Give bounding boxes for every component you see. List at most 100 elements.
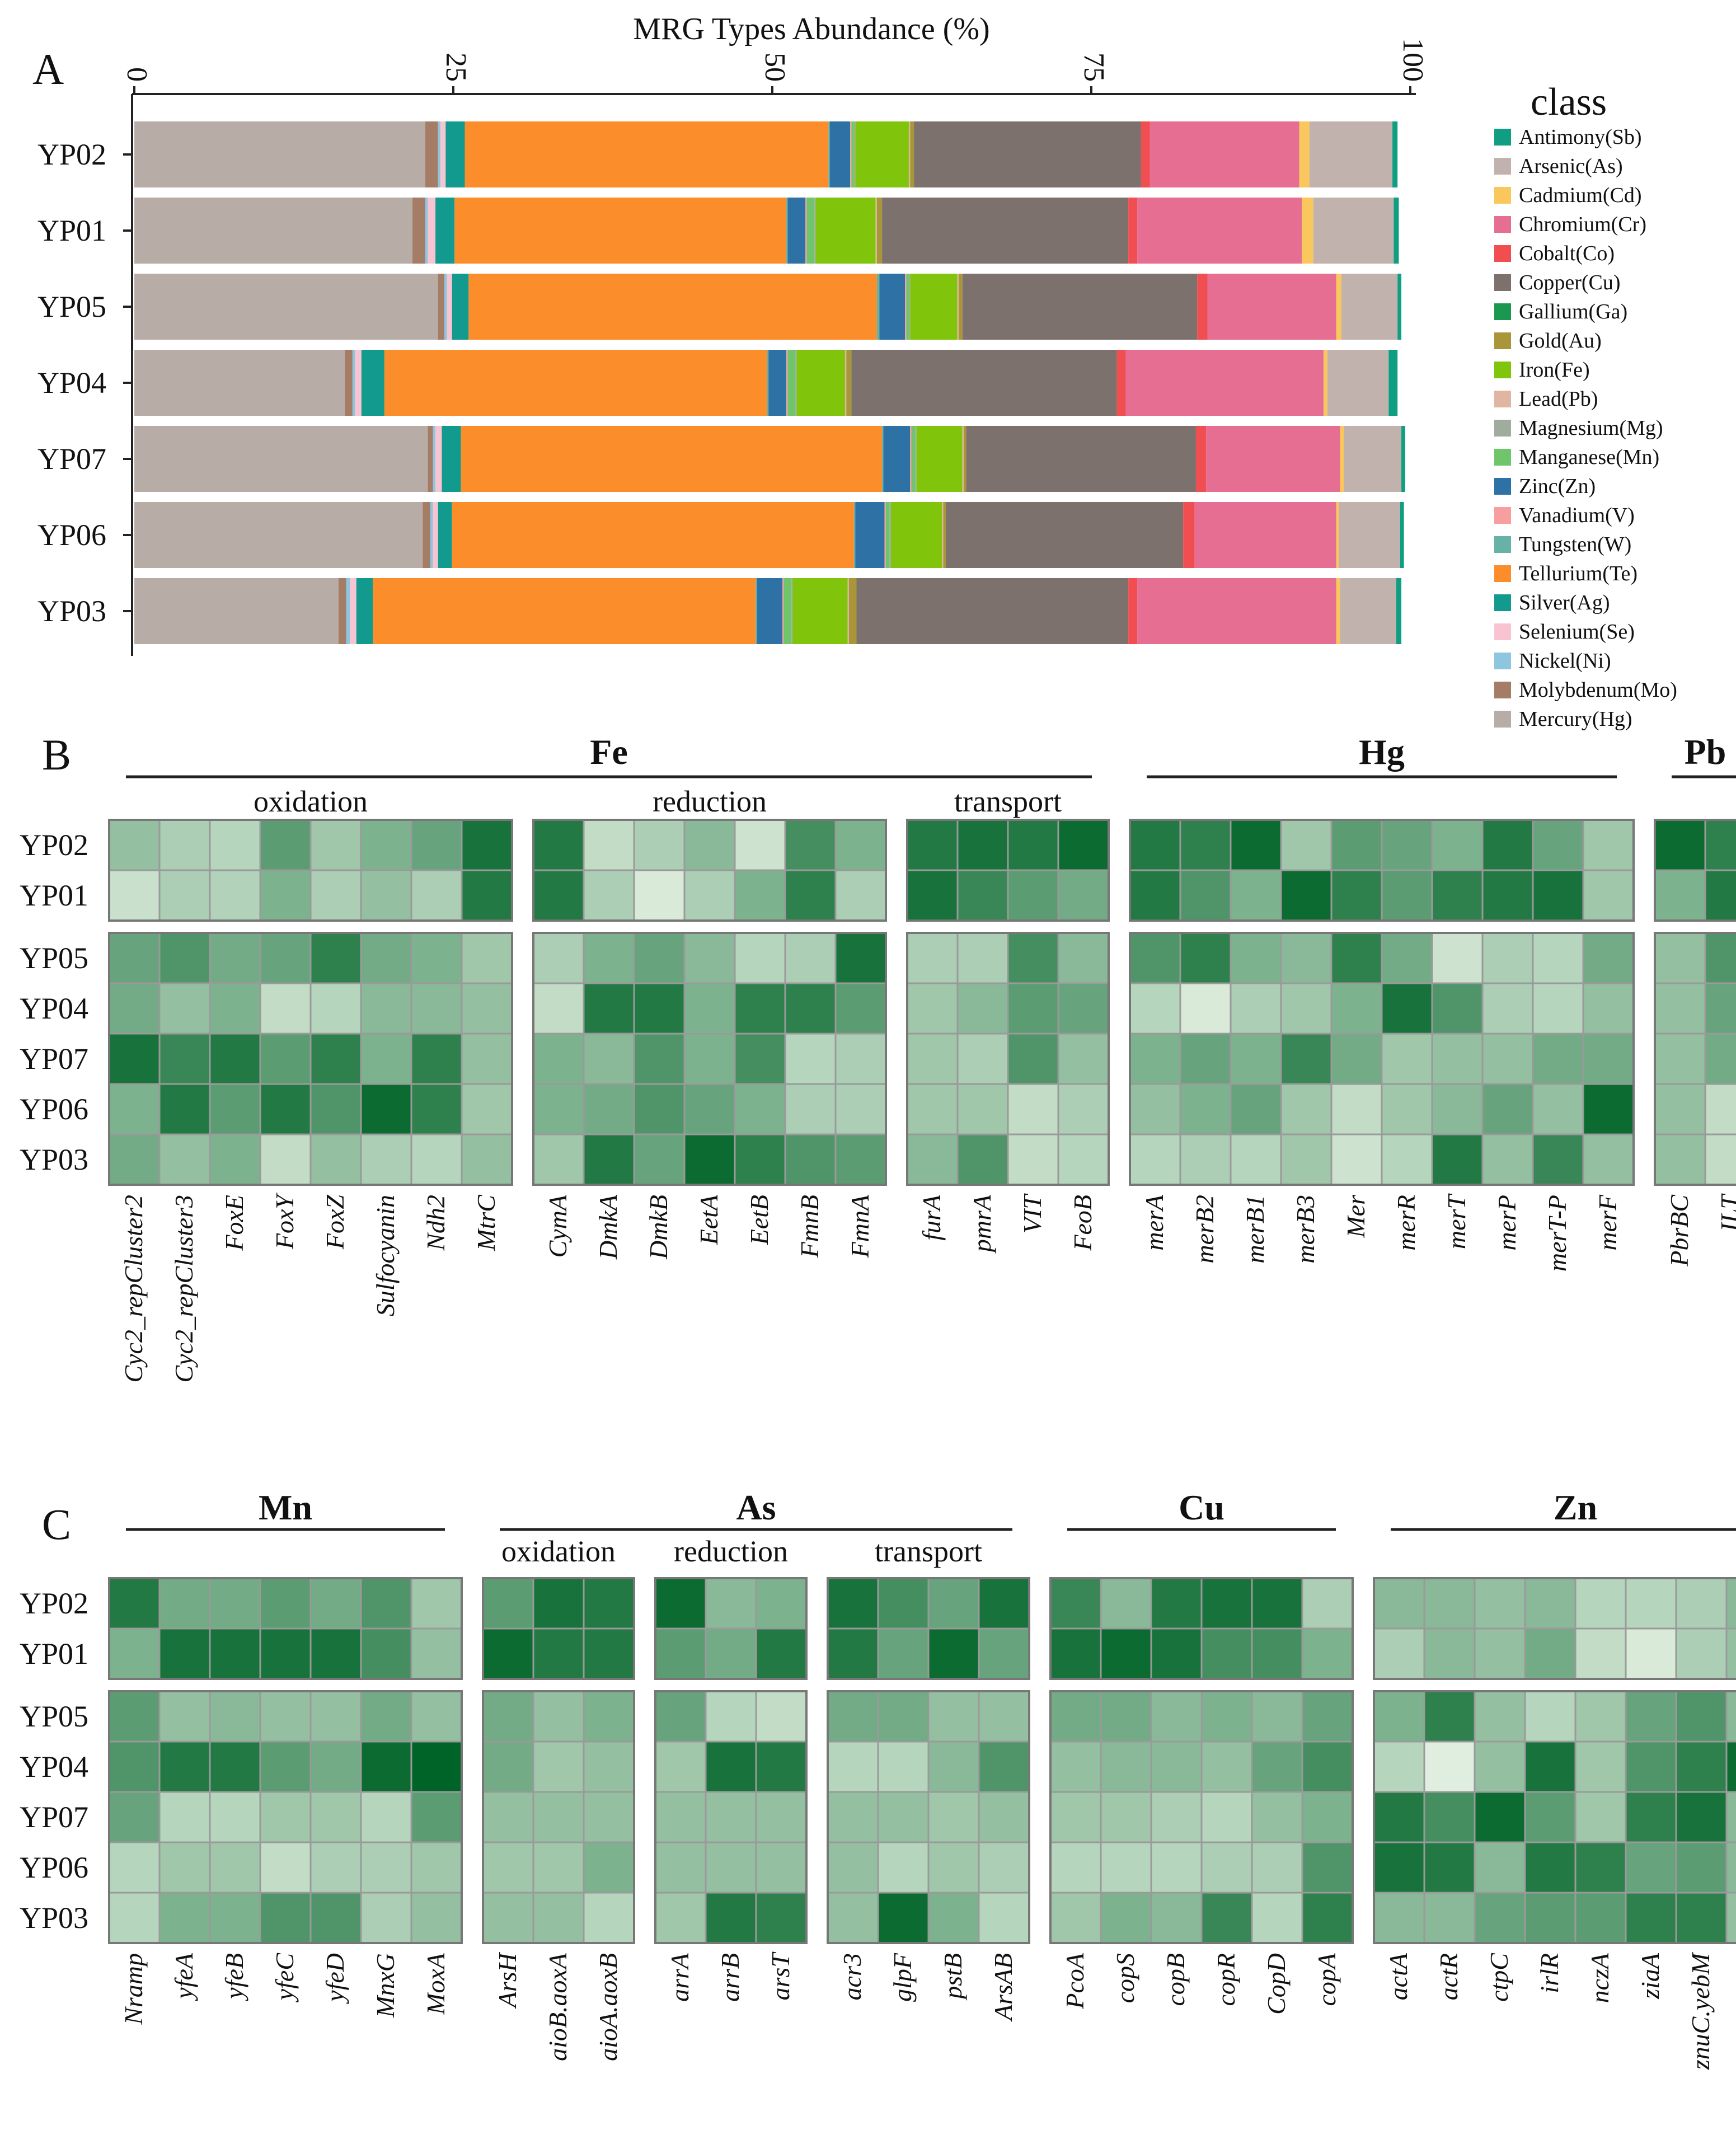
heatmap-cell (1179, 1083, 1232, 1136)
stacked-bar-segment (911, 426, 916, 492)
stacked-bar-segment (1388, 350, 1398, 416)
heatmap-cell (705, 1627, 757, 1680)
heatmap-gene-label: merT-P (1543, 1195, 1571, 1271)
heatmap-cell (1625, 1627, 1677, 1680)
heatmap-cell (1373, 1841, 1425, 1894)
panel-a-tick-label: 0 (121, 67, 153, 82)
stacked-bar-segment (1137, 198, 1302, 264)
stacked-bar-segment (851, 350, 1117, 416)
heatmap-cell (108, 819, 161, 871)
heatmap-cell (1574, 1577, 1627, 1630)
stacked-bar-segment (134, 502, 423, 568)
heatmap-cell (906, 1083, 959, 1136)
heatmap-cell (482, 1892, 534, 1944)
heatmap-cell (978, 1892, 1030, 1944)
heatmap-cell (956, 1083, 1009, 1136)
heatmap-gene-label: furA (917, 1194, 946, 1241)
heatmap-cell (1532, 982, 1584, 1035)
heatmap-metal-label: Mn (259, 1488, 312, 1527)
heatmap-cell (583, 1627, 635, 1680)
stacked-bar-segment (875, 198, 877, 264)
heatmap-cell (209, 982, 261, 1035)
heatmap-gene-label: merB3 (1291, 1195, 1320, 1264)
heatmap-cell (259, 1690, 312, 1743)
heatmap-cell (309, 869, 362, 922)
stacked-bar-segment (792, 578, 848, 644)
stacked-bar-segment (910, 426, 912, 492)
heatmap-cell (461, 932, 513, 984)
stacked-bar-segment (134, 121, 425, 187)
heatmap-cell (209, 1083, 261, 1136)
legend-swatch (1494, 711, 1511, 728)
stacked-bar-segment (1401, 426, 1405, 492)
heatmap-cell (1625, 1690, 1677, 1743)
heatmap-cell (1373, 1740, 1425, 1793)
heatmap-cell (1481, 1133, 1534, 1186)
stacked-bar-segment (962, 274, 1198, 340)
heatmap-gene-label: FoxZ (321, 1195, 349, 1250)
heatmap-cell (1129, 1033, 1181, 1085)
heatmap-cell (784, 819, 837, 871)
heatmap-cell (1049, 1740, 1102, 1793)
heatmap-cell (956, 1133, 1009, 1186)
stacked-bar-segment (942, 502, 944, 568)
heatmap-cell (1725, 1627, 1736, 1680)
heatmap-cell (108, 982, 161, 1035)
stacked-bar-segment (1336, 274, 1341, 340)
heatmap-cell (259, 932, 312, 984)
heatmap-cell (1625, 1791, 1677, 1843)
heatmap-cell (978, 1791, 1030, 1843)
heatmap-cell (360, 1033, 412, 1085)
heatmap-gene-label: Ndh2 (421, 1195, 450, 1251)
panel-a-legend-title: class (1531, 81, 1607, 124)
heatmap-subgroup-label: transport (875, 1535, 982, 1568)
heatmap-block-frame (1654, 819, 1736, 922)
heatmap-gene-label: CymA (543, 1194, 572, 1258)
stacked-bar-segment (882, 426, 884, 492)
heatmap-cell (259, 982, 312, 1035)
stacked-bar-segment (423, 502, 430, 568)
heatmap-cell (309, 1577, 362, 1630)
stacked-bar-segment (1327, 350, 1389, 416)
stacked-bar-segment (345, 350, 353, 416)
legend-entry-label: Mercury(Hg) (1519, 707, 1632, 731)
stacked-bar-segment (444, 274, 447, 340)
heatmap-cell (827, 1841, 879, 1894)
stacked-bar-segment (350, 578, 356, 644)
heatmap-cell (1704, 1083, 1736, 1136)
heatmap-cell (978, 1841, 1030, 1894)
heatmap-cell (654, 1577, 707, 1630)
stacked-bar-segment (828, 121, 830, 187)
heatmap-cell (1423, 1577, 1476, 1630)
legend-swatch (1494, 507, 1511, 524)
heatmap-cell (633, 869, 686, 922)
heatmap-cell (1524, 1841, 1577, 1894)
heatmap-cell (1481, 932, 1534, 984)
heatmap-cell (755, 1841, 808, 1894)
heatmap-row-label: YP07 (20, 1042, 88, 1076)
heatmap-row-label: YP05 (20, 941, 88, 975)
heatmap-cell (482, 1627, 534, 1680)
heatmap-cell (1431, 982, 1484, 1035)
stacked-bar-segment (853, 502, 856, 568)
stacked-bar-segment (853, 121, 856, 187)
heatmap-cell (1301, 1740, 1354, 1793)
heatmap-cell (1280, 1133, 1333, 1186)
heatmap-cell (705, 1690, 757, 1743)
heatmap-cell (1057, 1033, 1110, 1085)
legend-swatch (1494, 536, 1511, 553)
stacked-bar-segment (885, 502, 890, 568)
heatmap-metal-label: Pb (1685, 732, 1726, 772)
heatmap-gene-label: yfeB (220, 1953, 248, 2001)
heatmap-cell (410, 982, 463, 1035)
stacked-bar-segment (134, 426, 428, 492)
stacked-bar-segment (889, 502, 892, 568)
stacked-bar-segment (438, 502, 452, 568)
heatmap-cell (461, 1033, 513, 1085)
heatmap-gene-label: DmkA (594, 1194, 622, 1260)
heatmap-cell (1230, 982, 1282, 1035)
heatmap-cell (654, 1791, 707, 1843)
heatmap-cell (583, 1791, 635, 1843)
heatmap-cell (410, 1791, 463, 1843)
heatmap-cell (209, 819, 261, 871)
